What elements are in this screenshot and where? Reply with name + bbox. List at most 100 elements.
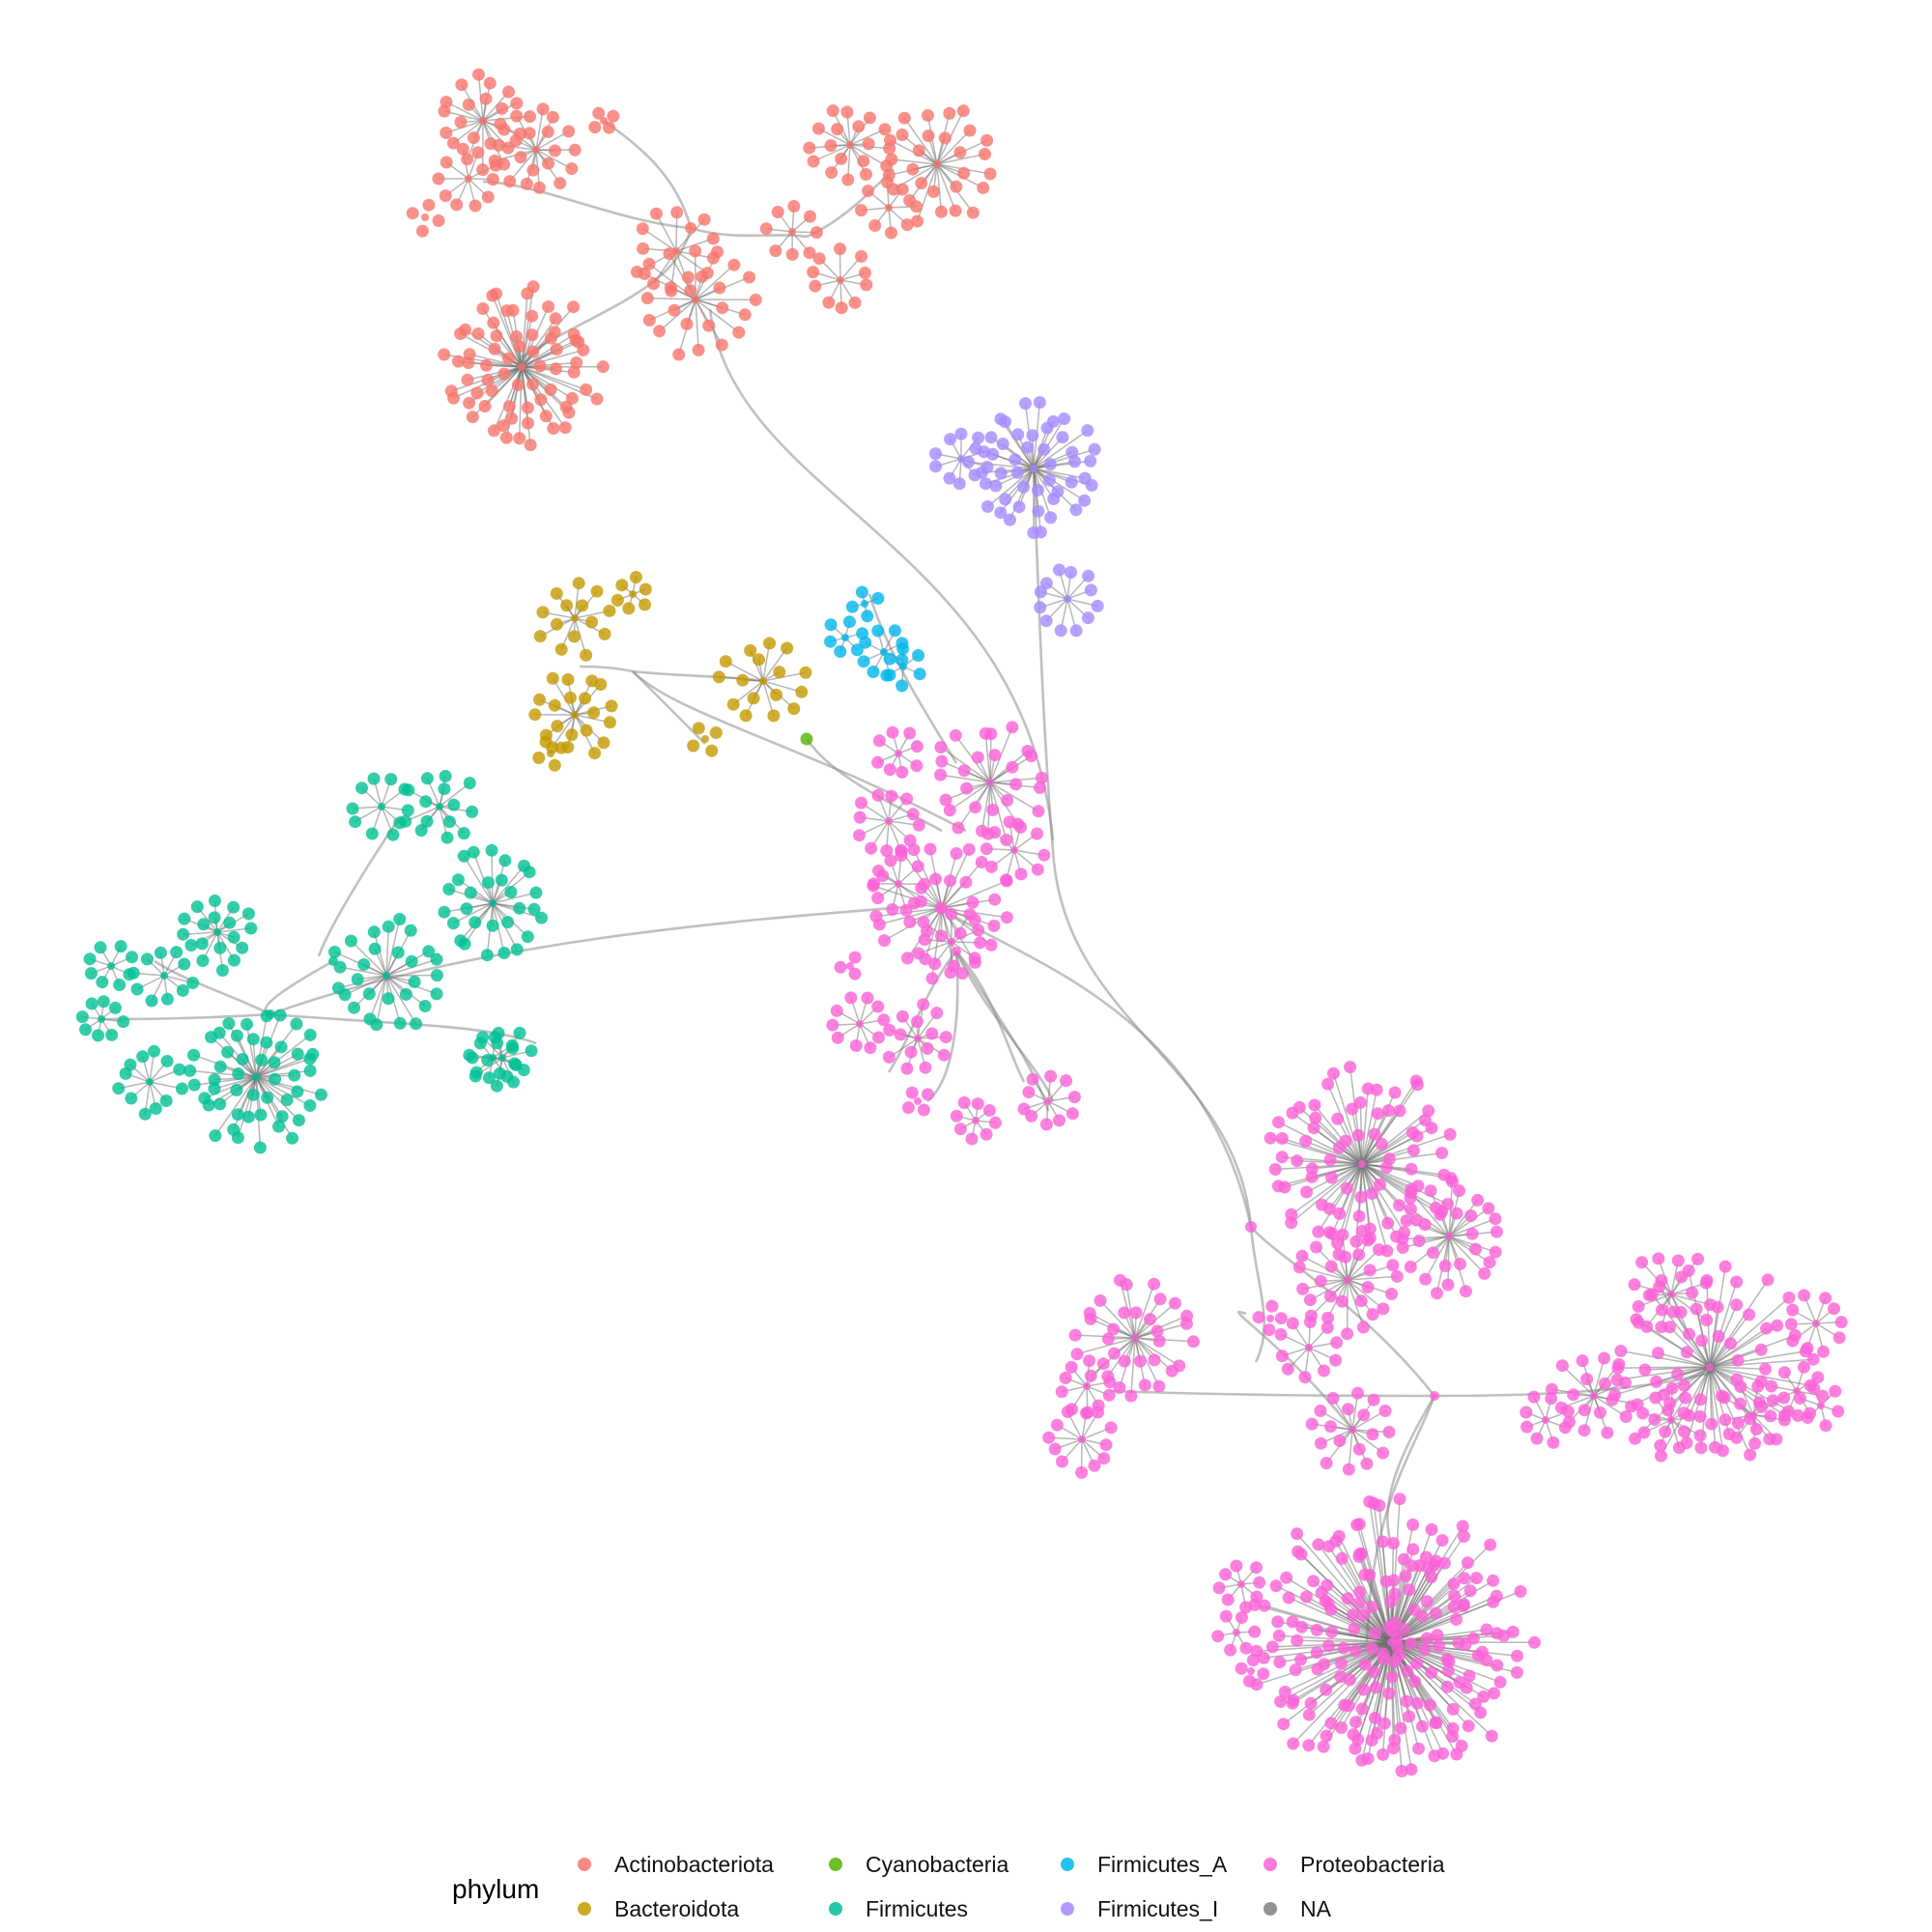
leaf-node — [1010, 466, 1024, 479]
edge — [1326, 1083, 1363, 1165]
edge — [255, 1076, 294, 1139]
leaf-node — [1459, 1285, 1472, 1298]
leaf-node — [850, 643, 864, 657]
leaf-node — [869, 910, 883, 923]
leaf-node — [1344, 1061, 1357, 1074]
edge — [255, 1034, 311, 1078]
leaf-node — [597, 736, 611, 750]
leaf-node — [476, 163, 490, 177]
leaf-node — [1034, 781, 1046, 794]
leaf-node — [439, 770, 452, 782]
edge — [255, 1076, 288, 1101]
leaf-node — [872, 865, 885, 877]
leaf-node — [554, 177, 567, 190]
edge — [882, 875, 943, 909]
edge — [1347, 1249, 1380, 1281]
leaf-node — [1152, 1379, 1166, 1393]
leaf-node — [1798, 1289, 1811, 1302]
leaf-node — [1042, 473, 1056, 487]
leaf-node — [922, 129, 935, 143]
leaf-node — [1151, 1324, 1164, 1338]
leaf-node — [542, 156, 554, 170]
leaf-node — [853, 810, 867, 824]
leaf-node — [1006, 721, 1019, 734]
leaf-node — [454, 115, 468, 128]
edge — [1351, 1409, 1386, 1431]
leaf-node — [647, 277, 661, 291]
leaf-node — [469, 916, 482, 929]
leaf-node — [1341, 1327, 1354, 1341]
leaf-node — [1263, 1323, 1276, 1337]
leaf-node — [501, 141, 515, 155]
hub-node — [1010, 846, 1018, 854]
edge — [1301, 1255, 1349, 1281]
leaf-node — [895, 849, 908, 863]
edge — [1709, 1279, 1769, 1368]
leaf-node — [767, 709, 781, 723]
leaf-node — [405, 954, 418, 968]
hub-node — [383, 972, 390, 980]
edge — [1291, 1163, 1363, 1224]
leaf-node — [351, 973, 364, 986]
leaf-node — [1047, 493, 1061, 505]
legend-label-actinobacteriota: Actinobacteriota — [614, 1851, 774, 1877]
edge — [233, 1076, 257, 1130]
leaf-node — [526, 345, 540, 358]
leaf-node — [732, 326, 746, 339]
edge — [941, 880, 1008, 909]
leaf-node — [1425, 1522, 1438, 1536]
leaf-node — [977, 182, 990, 194]
leaf-node — [176, 983, 189, 997]
leaf-node — [1324, 1717, 1338, 1730]
leaf-node — [523, 866, 536, 879]
leaf-node — [988, 1116, 1002, 1129]
leaf-node — [896, 642, 910, 655]
leaf-node — [1275, 1151, 1289, 1164]
leaf-node — [208, 911, 221, 924]
leaf-node — [1286, 1317, 1299, 1330]
leaf-node — [629, 571, 642, 583]
edge — [552, 677, 576, 716]
leaf-node — [1418, 1218, 1432, 1232]
leaf-node — [1355, 1753, 1369, 1767]
leaf-node — [785, 247, 799, 261]
leaf-node — [255, 1053, 269, 1066]
leaf-node — [1257, 1667, 1270, 1681]
leaf-node — [1349, 1742, 1362, 1755]
leaf-node — [410, 1017, 422, 1031]
leaf-node — [1469, 1242, 1483, 1256]
leaf-node — [1053, 1114, 1065, 1127]
leaf-node — [1483, 1256, 1496, 1269]
leaf-node — [384, 773, 398, 786]
hub-node — [1305, 1344, 1313, 1351]
edge — [1361, 1133, 1451, 1165]
edge — [987, 468, 1035, 507]
edge — [1410, 1191, 1450, 1237]
leaf-node — [286, 1131, 298, 1145]
leaf-node — [533, 693, 546, 706]
leaf-node — [463, 396, 476, 410]
hub-node — [600, 117, 608, 125]
edge — [1305, 1140, 1363, 1165]
leaf-node — [430, 952, 443, 966]
leaf-node — [1527, 1390, 1541, 1404]
edge — [968, 461, 1035, 469]
leaf-node — [834, 242, 846, 256]
edge — [1299, 1266, 1349, 1281]
leaf-node — [355, 781, 368, 795]
leaf-node — [726, 697, 740, 711]
leaf-node — [461, 153, 474, 166]
edge — [762, 671, 807, 682]
leaf-node — [291, 1047, 304, 1061]
hub-node — [1706, 1363, 1714, 1371]
edge — [675, 250, 708, 274]
leaf-node — [912, 818, 925, 832]
leaf-node — [826, 104, 839, 118]
leaf-node — [1793, 1391, 1806, 1405]
leaf-node — [457, 827, 470, 840]
leaf-node — [1430, 1717, 1443, 1730]
hub-node — [328, 956, 338, 966]
leaf-node — [565, 162, 579, 176]
leaf-node — [280, 1094, 294, 1107]
edge — [849, 128, 886, 146]
